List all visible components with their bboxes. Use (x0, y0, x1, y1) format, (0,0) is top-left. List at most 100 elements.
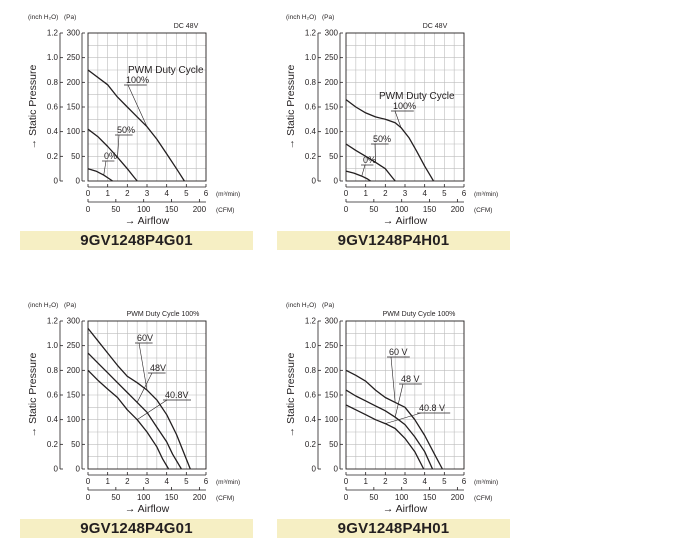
y-tick-label-inch: 0.2 (47, 152, 59, 161)
x-tick-label-m3: 1 (105, 477, 110, 486)
unit-cfm-label: (CFM) (474, 207, 492, 214)
y-tick-label-pa: 250 (325, 53, 339, 62)
x-tick-label-m3: 5 (442, 189, 447, 198)
x-axis-label: → Airflow (383, 215, 428, 227)
y-tick-label-inch: 1.2 (47, 317, 59, 326)
series-annotation: 40.8V (165, 390, 189, 400)
y-tick-label-inch: 0.4 (305, 127, 317, 136)
unit-pa-label: (Pa) (64, 14, 76, 21)
chart-condition: PWM Duty Cycle 100% (127, 311, 200, 318)
plot-frame (345, 320, 465, 470)
y-tick-label-inch: 1.2 (47, 29, 59, 38)
x-tick-label-cfm: 50 (111, 493, 120, 502)
series-line (345, 170, 371, 182)
y-tick-label-pa: 50 (71, 440, 80, 449)
y-tick-label-pa: 150 (325, 103, 339, 112)
y-tick-label-inch: 0.8 (305, 78, 317, 87)
model-name-4: 9GV1248P4H01 (277, 519, 510, 538)
y-tick-label-inch: 0.6 (305, 103, 317, 112)
y-tick-label-pa: 300 (67, 317, 81, 326)
y-tick-label-pa: 150 (325, 391, 339, 400)
y-tick-label-inch: 0.2 (305, 152, 317, 161)
y-tick-label-inch: 0.4 (47, 415, 59, 424)
y-tick-label-pa: 50 (71, 152, 80, 161)
x-tick-label-cfm: 150 (165, 493, 179, 502)
x-tick-label-cfm: 200 (193, 493, 207, 502)
series-line (87, 69, 185, 182)
series-line (87, 327, 191, 470)
x-tick-label-m3: 4 (164, 477, 169, 486)
unit-inch-label: (inch H₂O) (28, 14, 58, 21)
annotation-leader (374, 143, 376, 163)
x-tick-label-cfm: 0 (344, 493, 349, 502)
chart-svg-2: (inch H₂O) (Pa)DC 48V3002502001501005001.… (285, 14, 498, 227)
y-tick-label-pa: 0 (334, 465, 339, 474)
x-tick-label-m3: 2 (125, 189, 130, 198)
x-tick-label-cfm: 200 (451, 493, 465, 502)
y-tick-label-inch: 0.4 (47, 127, 59, 136)
x-axis-label: → Airflow (125, 503, 170, 515)
unit-inch-label: (inch H₂O) (28, 302, 58, 309)
x-tick-label-cfm: 0 (86, 493, 91, 502)
y-axis-label: → Static Pressure (285, 353, 297, 438)
x-tick-label-m3: 2 (383, 189, 388, 198)
x-tick-label-cfm: 150 (423, 493, 437, 502)
x-tick-label-cfm: 100 (137, 205, 151, 214)
annotation-title: PWM Duty Cycle (379, 91, 455, 102)
y-tick-label-pa: 150 (67, 391, 81, 400)
x-tick-label-m3: 0 (344, 189, 349, 198)
x-tick-label-cfm: 0 (344, 205, 349, 214)
y-tick-label-pa: 100 (325, 415, 339, 424)
chart-condition: DC 48V (174, 23, 199, 30)
x-tick-label-m3: 3 (145, 477, 150, 486)
series-line (345, 369, 443, 470)
x-tick-label-m3: 3 (403, 189, 408, 198)
y-tick-label-pa: 50 (329, 440, 338, 449)
x-tick-label-m3: 6 (462, 477, 467, 486)
y-tick-label-inch: 1.0 (305, 53, 317, 62)
x-tick-label-m3: 5 (184, 189, 189, 198)
unit-pa-label: (Pa) (64, 302, 76, 309)
y-tick-label-inch: 0.8 (47, 366, 59, 375)
y-tick-label-inch: 1.0 (305, 341, 317, 350)
y-tick-label-pa: 100 (325, 127, 339, 136)
x-tick-label-cfm: 100 (395, 493, 409, 502)
chart-panel-2: (inch H₂O) (Pa) DC 48V 300 250 200 150 100 50 0 1.… (285, 0, 678, 250)
x-tick-label-m3: 1 (363, 477, 368, 486)
unit-cfm-label: (CFM) (474, 495, 492, 502)
y-tick-label-inch: 0.4 (305, 415, 317, 424)
series-annotation: 50% (117, 125, 135, 135)
unit-m3-label: (m³/min) (216, 479, 240, 486)
y-axis-label: → Static Pressure (285, 65, 297, 150)
chart-panel-1: (inch H₂O) (Pa) DC 48V 300 250 200 150 100 50 0 1.… (0, 0, 339, 250)
y-tick-label-pa: 200 (325, 78, 339, 87)
y-tick-label-inch: 0 (54, 177, 59, 186)
unit-cfm-label: (CFM) (216, 495, 234, 502)
series-line (345, 99, 435, 182)
model-name-2: 9GV1248P4H01 (277, 231, 510, 250)
x-tick-label-m3: 4 (164, 189, 169, 198)
x-axis-label: → Airflow (125, 215, 170, 227)
chart-condition: DC 48V (423, 23, 448, 30)
chart-svg-1: (inch H₂O) (Pa)DC 48V3002502001501005001.… (27, 14, 240, 227)
series-line (345, 389, 434, 470)
annotation-title: PWM Duty Cycle (128, 65, 204, 76)
x-tick-label-m3: 6 (204, 189, 209, 198)
series-annotation: 0% (104, 151, 117, 161)
y-tick-label-pa: 0 (76, 465, 81, 474)
y-tick-label-pa: 250 (67, 341, 81, 350)
y-tick-label-pa: 200 (67, 78, 81, 87)
unit-m3-label: (m³/min) (216, 191, 240, 198)
x-tick-label-cfm: 100 (137, 493, 151, 502)
x-tick-label-m3: 1 (363, 189, 368, 198)
chart-panel-3: (inch H₂O) (Pa) PWM Duty Cycle 100% 300 250 2… (0, 290, 339, 520)
x-tick-label-m3: 2 (383, 477, 388, 486)
x-tick-label-m3: 3 (403, 477, 408, 486)
y-tick-label-pa: 250 (67, 53, 81, 62)
x-tick-label-m3: 0 (86, 189, 91, 198)
chart-panel-4: (inch H₂O) (Pa) PWM Duty Cycle 100% 300 250 2… (285, 290, 678, 520)
y-axis-label: → Static Pressure (27, 353, 39, 438)
x-tick-label-cfm: 50 (111, 205, 120, 214)
y-tick-label-inch: 1.2 (305, 29, 317, 38)
unit-pa-label: (Pa) (322, 302, 334, 309)
